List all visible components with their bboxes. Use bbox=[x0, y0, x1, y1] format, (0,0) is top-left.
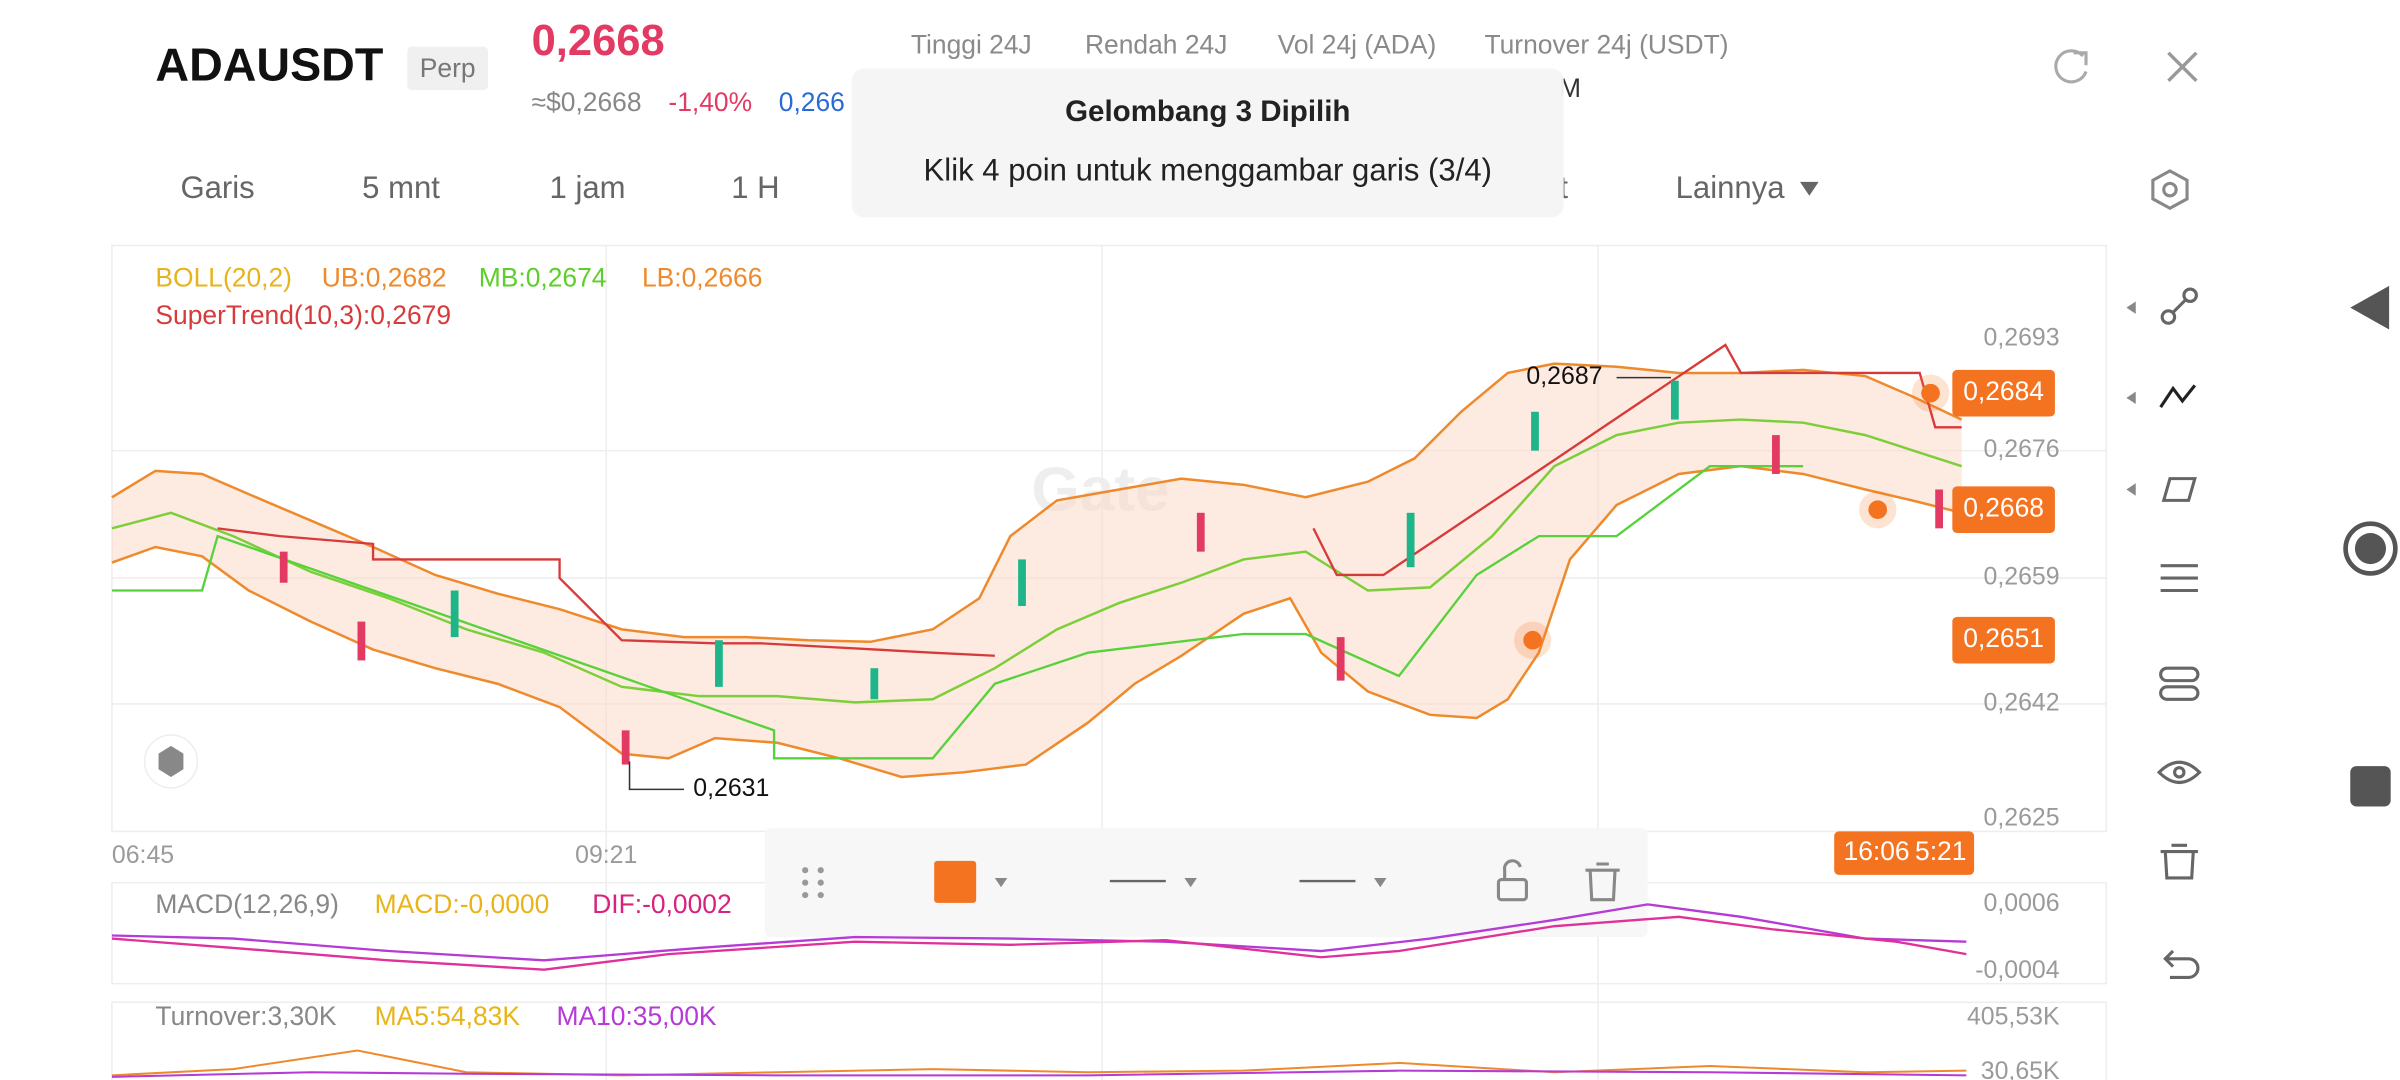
tool-toggle[interactable] bbox=[2159, 666, 2200, 701]
macd-tick: -0,0004 bbox=[1975, 956, 2059, 984]
badge: Perp bbox=[420, 53, 476, 83]
supertrend bbox=[217, 527, 995, 657]
countdown: 5:21 bbox=[1915, 836, 1966, 866]
lb-label: LB:0,2666 bbox=[642, 263, 762, 293]
index-price: 0,266 bbox=[779, 87, 845, 117]
share-button[interactable] bbox=[2054, 49, 2088, 84]
ma5-value: MA5:54,83K bbox=[375, 1001, 521, 1031]
time-tick: 09:21 bbox=[575, 841, 637, 869]
price-tick: 0,2642 bbox=[1984, 689, 2060, 717]
macd-line bbox=[111, 903, 1967, 962]
close-button[interactable] bbox=[2167, 51, 2198, 83]
tool-expanders bbox=[2126, 301, 2136, 496]
stat-label: Vol 24j (ADA) bbox=[1278, 30, 1437, 60]
ma10-line bbox=[111, 1069, 1967, 1078]
reset-view-icon bbox=[158, 745, 184, 777]
candles bbox=[279, 380, 1944, 765]
dif-line bbox=[111, 915, 1967, 971]
color-picker[interactable] bbox=[934, 860, 977, 903]
supertrend-label: SuperTrend(10,3):0,2679 bbox=[155, 300, 451, 330]
dropdown-arrow bbox=[1184, 877, 1197, 888]
price-tag-bg bbox=[1952, 369, 2055, 417]
tool-settings[interactable] bbox=[2160, 564, 2198, 593]
draw-tools bbox=[2156, 287, 2202, 979]
tool-undo[interactable] bbox=[2163, 949, 2200, 979]
price-tick: 0,2659 bbox=[1984, 563, 2060, 591]
badge-bg bbox=[407, 46, 489, 91]
macd-tick: 0,0006 bbox=[1984, 889, 2060, 917]
macd-value: MACD:-0,0000 bbox=[375, 889, 550, 919]
dropdown-arrow bbox=[994, 877, 1008, 888]
time-tag-bg bbox=[1834, 831, 1975, 875]
turnover-title: Turnover:3,30K bbox=[155, 1001, 336, 1031]
low-leader bbox=[628, 761, 684, 791]
nav-home-dot bbox=[2354, 533, 2387, 565]
tab[interactable]: 1 H bbox=[731, 170, 779, 205]
band-fill bbox=[111, 363, 1962, 777]
stat-label: Turnover 24j (USDT) bbox=[1484, 30, 1728, 60]
tab[interactable]: Lainnya bbox=[1676, 170, 1786, 205]
price-tag: 0,2684 bbox=[1963, 376, 2044, 406]
stat-value: M bbox=[1559, 73, 1581, 103]
price-tag-bg bbox=[1952, 616, 2055, 664]
lock-button[interactable] bbox=[1496, 859, 1528, 902]
tab[interactable]: 5 mnt bbox=[362, 170, 440, 205]
tool-line[interactable] bbox=[2160, 287, 2198, 325]
toast-title: Gelombang 3 Dipilih bbox=[1065, 95, 1350, 128]
price-tick: 0,2693 bbox=[1984, 323, 2060, 351]
dif-value: DIF:-0,0002 bbox=[592, 889, 731, 919]
delete-button[interactable] bbox=[1585, 862, 1620, 902]
tab[interactable]: Garis bbox=[180, 170, 254, 205]
supertrend bbox=[1312, 343, 1962, 577]
wave-points bbox=[1513, 374, 1950, 659]
toast-message: Klik 4 poin untuk menggambar garis (3/4) bbox=[924, 153, 1492, 188]
ub-label: UB:0,2682 bbox=[322, 263, 447, 293]
tool-delete[interactable] bbox=[2160, 843, 2198, 880]
boll-label: BOLL(20,2) bbox=[155, 263, 292, 293]
drag-handle[interactable] bbox=[802, 867, 824, 899]
tool-visibility[interactable] bbox=[2156, 760, 2202, 784]
stat-label: Tinggi 24J bbox=[911, 30, 1032, 60]
mb-label: MB:0,2674 bbox=[479, 263, 607, 293]
supertrend bbox=[111, 465, 1804, 760]
price-tag-bg bbox=[1952, 486, 2055, 534]
stat-label: Rendah 24J bbox=[1085, 30, 1227, 60]
usd-price: ≈$0,2668 bbox=[532, 87, 642, 117]
turnover-tick: 405,53K bbox=[1967, 1002, 2060, 1030]
price-tick: 0,2625 bbox=[1984, 803, 2060, 831]
price-tag: 0,2668 bbox=[1963, 493, 2044, 523]
time-tick: 06:45 bbox=[112, 841, 174, 869]
time-tag: 16:06 bbox=[1844, 836, 1910, 866]
macd-title: MACD(12,26,9) bbox=[155, 889, 338, 919]
turnover-tick: 30,65K bbox=[1981, 1057, 2060, 1080]
change: -1,40% bbox=[668, 87, 752, 117]
tab[interactable]: t bbox=[1559, 170, 1568, 205]
ma10-value: MA10:35,00K bbox=[556, 1001, 716, 1031]
low-label: 0,2631 bbox=[693, 774, 769, 802]
band-lower bbox=[111, 464, 1962, 779]
price-tag: 0,2651 bbox=[1963, 623, 2044, 653]
price: 0,2668 bbox=[532, 17, 665, 65]
band-upper bbox=[111, 362, 1963, 644]
dropdown-arrow bbox=[1800, 181, 1819, 196]
price-tick: 0,2676 bbox=[1984, 435, 2060, 463]
settings-button[interactable] bbox=[2151, 169, 2189, 211]
tab[interactable]: 1 jam bbox=[550, 170, 626, 205]
drawing-toolbar bbox=[764, 828, 1648, 938]
band-middle bbox=[111, 418, 1963, 704]
tool-shape[interactable] bbox=[2161, 477, 2197, 502]
nav-recent[interactable] bbox=[2350, 766, 2391, 807]
high-label: 0,2687 bbox=[1526, 362, 1602, 390]
nav-home[interactable] bbox=[2343, 521, 2398, 576]
ma5-line bbox=[111, 1049, 1967, 1077]
tool-wave[interactable] bbox=[2159, 384, 2197, 408]
dropdown-arrow bbox=[1374, 877, 1387, 888]
symbol: ADAUSDT bbox=[155, 39, 383, 91]
toast bbox=[851, 68, 1564, 218]
nav-back[interactable] bbox=[2350, 285, 2390, 330]
